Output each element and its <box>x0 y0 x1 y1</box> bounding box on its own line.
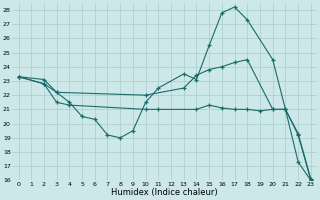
X-axis label: Humidex (Indice chaleur): Humidex (Indice chaleur) <box>111 188 218 197</box>
